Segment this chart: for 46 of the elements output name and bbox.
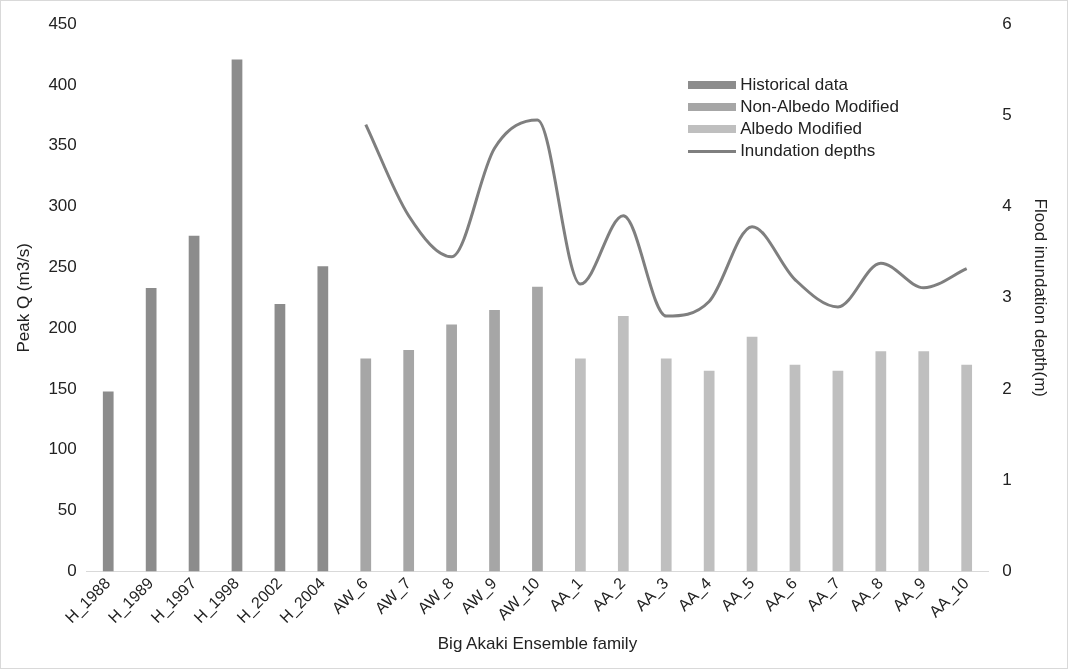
legend-label: Albedo Modified <box>740 119 863 140</box>
bar <box>575 358 586 572</box>
y2-axis-title: Flood inundation depth(m) <box>1031 198 1051 398</box>
bar <box>961 364 973 572</box>
bar <box>703 370 715 572</box>
bar <box>789 364 801 572</box>
line-series <box>364 118 969 318</box>
y-tick-label: 150 <box>48 378 77 398</box>
bar <box>403 350 415 572</box>
bar <box>274 303 286 572</box>
y-tick-label: 200 <box>48 317 77 337</box>
bar <box>489 309 500 572</box>
y-axis-title: Peak Q (m3/s) <box>13 243 33 353</box>
bar <box>446 324 457 572</box>
legend-label: Inundation depths <box>740 141 876 162</box>
bar <box>188 235 200 572</box>
y-tick-label: 250 <box>48 257 77 277</box>
y-tick-label: 400 <box>48 74 77 94</box>
y2-tick-label: 0 <box>1002 561 1012 581</box>
bar <box>746 336 758 572</box>
bar <box>360 358 372 572</box>
bar <box>660 358 672 572</box>
y2-tick-label: 4 <box>1002 196 1012 216</box>
y2-tick-label: 2 <box>1002 378 1012 398</box>
y2-tick-label: 5 <box>1002 105 1012 125</box>
y-tick-label: 450 <box>48 13 77 33</box>
legend-label: Historical data <box>740 75 848 96</box>
bar <box>617 316 629 572</box>
y-tick-label: 0 <box>67 561 77 581</box>
bar <box>145 288 157 572</box>
y-tick-label: 300 <box>48 196 77 216</box>
y2-tick-label: 1 <box>1002 469 1012 489</box>
y-tick-label: 50 <box>57 500 77 520</box>
bar <box>832 370 844 572</box>
bar <box>918 351 930 572</box>
bar <box>231 59 243 572</box>
y-tick-label: 350 <box>48 135 77 155</box>
bar <box>102 391 114 572</box>
y2-tick-label: 3 <box>1002 287 1012 307</box>
bar <box>317 266 329 572</box>
y-tick-label: 100 <box>48 439 77 459</box>
x-axis-title: Big Akaki Ensemble family <box>437 634 638 654</box>
bar <box>875 351 887 572</box>
legend-label: Non-Albedo Modified <box>740 97 899 118</box>
y2-tick-label: 6 <box>1002 13 1012 33</box>
bar <box>532 286 543 572</box>
